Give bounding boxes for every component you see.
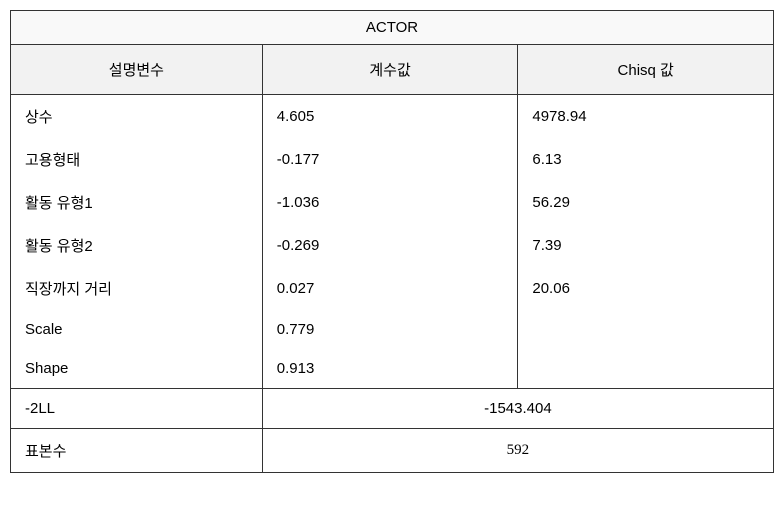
footer-sample-row: 표본수 592 bbox=[11, 429, 774, 473]
table-row: Scale 0.779 bbox=[11, 310, 774, 349]
cell-coef: -1.036 bbox=[262, 181, 518, 224]
cell-var: Shape bbox=[11, 349, 263, 389]
cell-coef: -0.269 bbox=[262, 224, 518, 267]
cell-chisq: 7.39 bbox=[518, 224, 774, 267]
neg2ll-label: -2LL bbox=[11, 389, 263, 429]
cell-coef: 0.913 bbox=[262, 349, 518, 389]
cell-chisq: 6.13 bbox=[518, 138, 774, 181]
table-row: 활동 유형2 -0.269 7.39 bbox=[11, 224, 774, 267]
cell-chisq bbox=[518, 349, 774, 389]
header-col1: 설명변수 bbox=[11, 45, 263, 95]
cell-var: 활동 유형2 bbox=[11, 224, 263, 267]
neg2ll-value: -1543.404 bbox=[262, 389, 773, 429]
cell-var: 직장까지 거리 bbox=[11, 267, 263, 310]
table-row: 활동 유형1 -1.036 56.29 bbox=[11, 181, 774, 224]
cell-coef: 0.027 bbox=[262, 267, 518, 310]
table-row: Shape 0.913 bbox=[11, 349, 774, 389]
table-title: ACTOR bbox=[11, 11, 774, 45]
sample-value: 592 bbox=[262, 429, 773, 473]
cell-chisq: 56.29 bbox=[518, 181, 774, 224]
table-title-row: ACTOR bbox=[11, 11, 774, 45]
cell-coef: 4.605 bbox=[262, 95, 518, 139]
cell-var: 활동 유형1 bbox=[11, 181, 263, 224]
cell-coef: 0.779 bbox=[262, 310, 518, 349]
table-row: 직장까지 거리 0.027 20.06 bbox=[11, 267, 774, 310]
cell-var: Scale bbox=[11, 310, 263, 349]
table-row: 상수 4.605 4978.94 bbox=[11, 95, 774, 139]
footer-neg2ll-row: -2LL -1543.404 bbox=[11, 389, 774, 429]
cell-coef: -0.177 bbox=[262, 138, 518, 181]
table-header-row: 설명변수 계수값 Chisq 값 bbox=[11, 45, 774, 95]
cell-var: 고용형태 bbox=[11, 138, 263, 181]
cell-chisq: 4978.94 bbox=[518, 95, 774, 139]
table-row: 고용형태 -0.177 6.13 bbox=[11, 138, 774, 181]
actor-table: ACTOR 설명변수 계수값 Chisq 값 상수 4.605 4978.94 … bbox=[10, 10, 774, 473]
header-col2: 계수값 bbox=[262, 45, 518, 95]
cell-chisq bbox=[518, 310, 774, 349]
sample-label: 표본수 bbox=[11, 429, 263, 473]
header-col3: Chisq 값 bbox=[518, 45, 774, 95]
cell-var: 상수 bbox=[11, 95, 263, 139]
cell-chisq: 20.06 bbox=[518, 267, 774, 310]
